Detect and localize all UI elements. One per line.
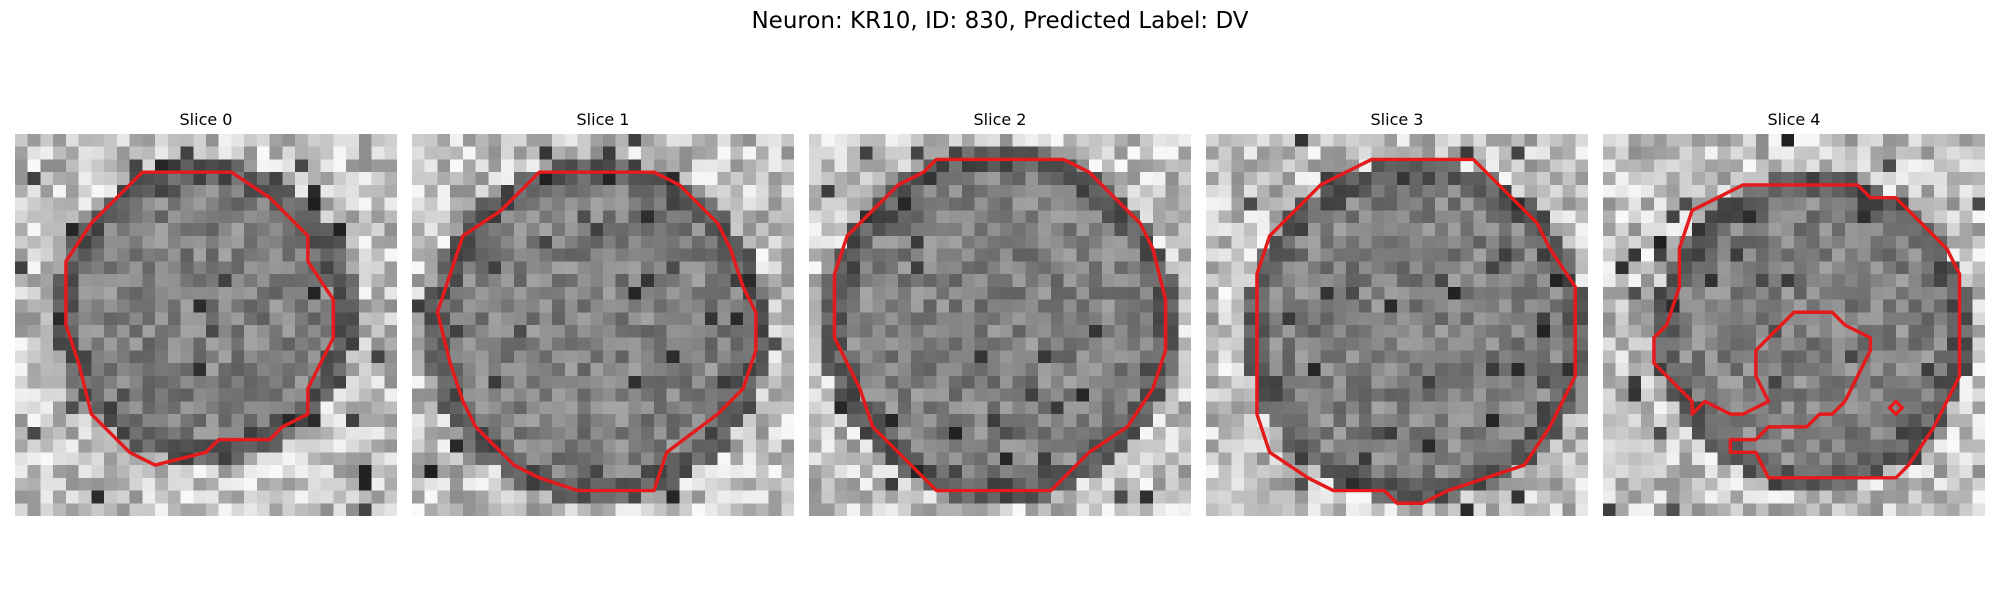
figure-title: Neuron: KR10, ID: 830, Predicted Label: … [751,8,1249,34]
slice-image-3 [1206,134,1588,516]
slice-image-2 [809,134,1191,516]
slice-title-1: Slice 1 [576,110,630,129]
grayscale-image-1 [412,134,794,516]
slice-panel-1: Slice 1 [412,110,794,516]
segmentation-contour-2 [832,157,1168,493]
slice-image-4 [1603,134,1985,516]
grayscale-image-2 [809,134,1191,516]
slice-panel-2: Slice 2 [809,110,1191,516]
segmentation-contour-0 [64,170,336,467]
slice-title-2: Slice 2 [973,110,1027,129]
slice-panel-3: Slice 3 [1206,110,1588,516]
segmentation-contour-1 [435,170,758,493]
slice-title-3: Slice 3 [1370,110,1424,129]
slice-title-0: Slice 0 [179,110,233,129]
slice-panel-0: Slice 0 [15,110,397,516]
slice-image-0 [15,134,397,516]
segmentation-contour-4 [1652,183,1962,480]
segmentation-contour-3 [1255,157,1577,505]
slice-title-4: Slice 4 [1767,110,1821,129]
slice-image-1 [412,134,794,516]
slice-panel-4: Slice 4 [1603,110,1985,516]
